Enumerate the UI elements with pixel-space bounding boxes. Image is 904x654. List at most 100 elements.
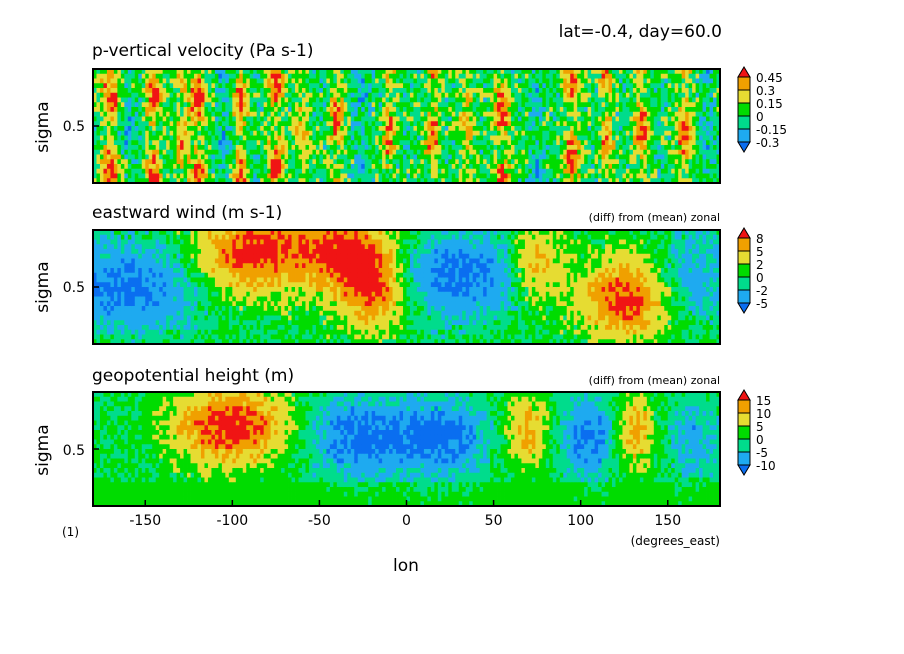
heatmap-cell [357, 140, 362, 146]
heatmap-cell [598, 168, 602, 174]
heatmap-cell [347, 168, 352, 174]
heatmap-cell [131, 145, 136, 151]
heatmap-cell [552, 178, 557, 184]
heatmap-cell [152, 315, 157, 321]
heatmap-cell [559, 97, 564, 103]
heatmap-cell [253, 97, 258, 103]
heatmap-cell [437, 135, 442, 141]
heatmap-cell [559, 168, 564, 174]
heatmap-cell [350, 164, 355, 170]
heatmap-cell [302, 145, 306, 151]
heatmap-cell [382, 111, 386, 117]
heatmap-cell [340, 126, 345, 132]
heatmap-cell [455, 111, 460, 117]
heatmap-cell [437, 154, 442, 160]
heatmap-cell [148, 92, 153, 98]
heatmap-cell [465, 164, 470, 170]
heatmap-cell [218, 92, 223, 98]
heatmap-cell [552, 92, 557, 98]
heatmap-cell [120, 78, 125, 84]
heatmap-cell [312, 92, 317, 98]
heatmap-cell [507, 168, 512, 174]
heatmap-cell [93, 287, 97, 293]
heatmap-cell [134, 78, 139, 84]
heatmap-cell [148, 116, 153, 122]
heatmap-cell [106, 178, 111, 184]
heatmap-cell [716, 159, 721, 165]
heatmap-cell [490, 121, 494, 127]
heatmap-cell [176, 239, 181, 245]
heatmap-cell [563, 102, 568, 108]
heatmap-cell [159, 339, 164, 345]
heatmap-cell [127, 277, 132, 283]
heatmap-cell [288, 83, 292, 89]
heatmap-cell [291, 145, 296, 151]
heatmap-cell [434, 145, 439, 151]
colorbar-extend-max [737, 66, 751, 78]
heatmap-cell [371, 116, 376, 122]
heatmap-cell [591, 111, 595, 117]
heatmap-cell [504, 107, 508, 113]
heatmap-cell [497, 178, 501, 184]
heatmap-cell [204, 88, 209, 94]
heatmap-cell [315, 88, 320, 94]
heatmap-cell [545, 140, 550, 146]
heatmap-cell [117, 258, 122, 264]
heatmap-cell [382, 116, 386, 122]
heatmap-cell [441, 159, 446, 165]
heatmap-cell [674, 88, 679, 94]
heatmap-cell [615, 164, 620, 170]
heatmap-cell [688, 92, 693, 98]
heatmap-cell [204, 92, 209, 98]
heatmap-cell [207, 135, 212, 141]
heatmap-cell [507, 92, 512, 98]
heatmap-cell [110, 272, 115, 278]
heatmap-cell [284, 130, 289, 136]
heatmap-cell [490, 159, 494, 165]
heatmap-cell [587, 73, 592, 79]
heatmap-cell [232, 145, 237, 151]
heatmap-cell [267, 83, 272, 89]
heatmap-cell [173, 178, 177, 184]
heatmap-cell [134, 277, 139, 283]
heatmap-cell [563, 73, 568, 79]
heatmap-cell [709, 83, 714, 89]
heatmap-cell [242, 97, 247, 103]
heatmap-cell [556, 111, 561, 117]
heatmap-cell [594, 121, 599, 127]
heatmap-cell [364, 69, 369, 75]
heatmap-cell [528, 168, 533, 174]
heatmap-cell [591, 102, 595, 108]
heatmap-cell [127, 315, 132, 321]
heatmap-cell [162, 145, 167, 151]
heatmap-cell [594, 102, 599, 108]
heatmap-cell [347, 149, 352, 155]
heatmap-cell [333, 178, 338, 184]
heatmap-cell [667, 102, 672, 108]
heatmap-cell [615, 121, 620, 127]
heatmap-cell [232, 92, 237, 98]
heatmap-cell [462, 107, 467, 113]
heatmap-cell [239, 159, 244, 165]
heatmap-cell [113, 320, 118, 326]
heatmap-cell [389, 111, 393, 117]
heatmap-cell [106, 126, 111, 132]
heatmap-cell [350, 73, 355, 79]
heatmap-cell [535, 168, 540, 174]
heatmap-cell [622, 97, 627, 103]
heatmap-cell [612, 102, 616, 108]
heatmap-cell [180, 272, 184, 278]
heatmap-cell [423, 135, 428, 141]
heatmap-cell [692, 78, 697, 84]
heatmap-cell [138, 310, 143, 316]
heatmap-cell [127, 339, 132, 345]
heatmap-cell [594, 149, 599, 155]
heatmap-cell [399, 154, 404, 160]
heatmap-cell [521, 164, 526, 170]
heatmap-cell [308, 130, 313, 136]
heatmap-cell [305, 107, 310, 113]
heatmap-cell [110, 92, 115, 98]
heatmap-cell [249, 88, 254, 94]
heatmap-cell [288, 88, 292, 94]
heatmap-cell [692, 145, 697, 151]
